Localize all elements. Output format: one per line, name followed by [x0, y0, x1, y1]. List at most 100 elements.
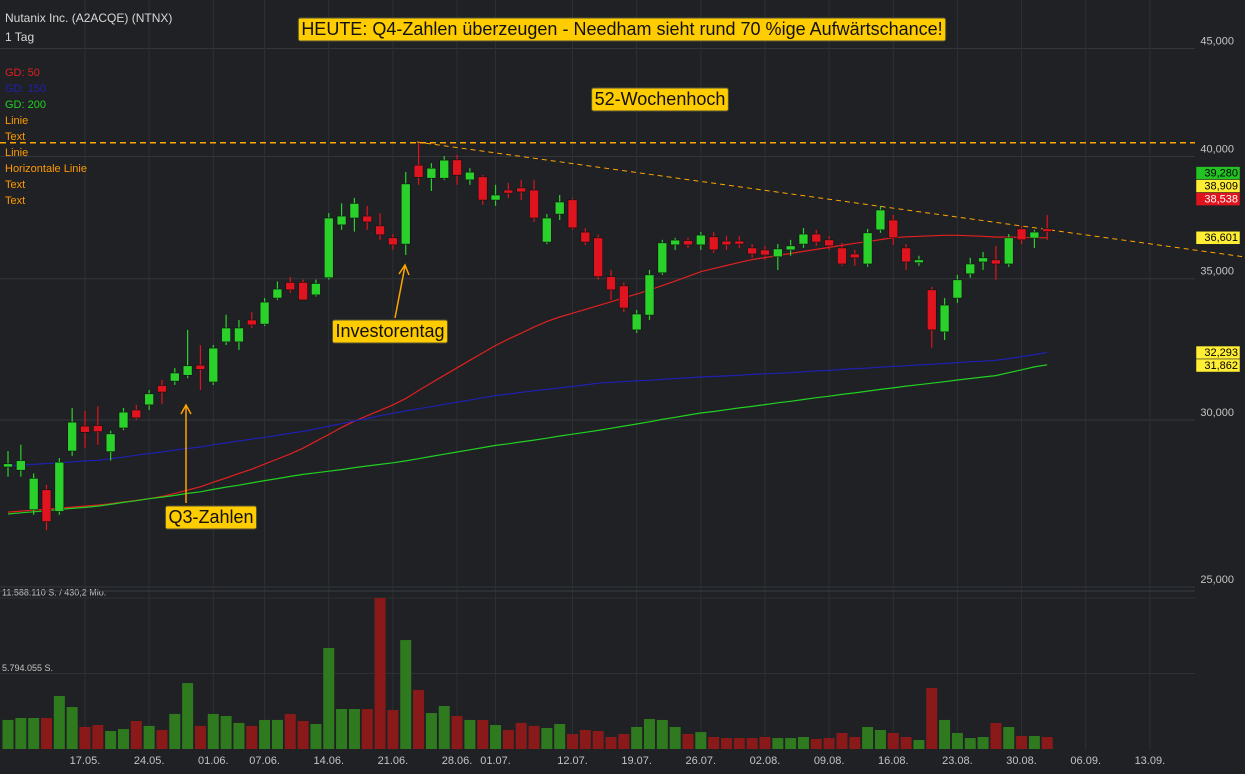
candle-body — [452, 159, 462, 176]
volume-bar — [977, 737, 989, 749]
volume-bar — [246, 725, 258, 749]
candle-body — [875, 209, 886, 231]
volume-bar — [567, 734, 579, 749]
candle-body — [1016, 228, 1027, 241]
candle-body — [939, 304, 950, 333]
moving-average-line — [7, 234, 1048, 513]
candle-body — [246, 319, 257, 326]
annotation-arrows — [180, 263, 410, 503]
volume-bar — [900, 737, 912, 749]
volume-bar — [656, 719, 668, 749]
candle-body — [349, 203, 360, 219]
candle-body — [195, 364, 206, 370]
x-tick-label: 17.05. — [70, 755, 101, 767]
volume-bar — [695, 732, 707, 749]
volume-bar — [105, 731, 117, 749]
candle-body — [747, 247, 757, 255]
x-tick-label: 06.09. — [1070, 755, 1101, 767]
volume-bar — [926, 688, 938, 749]
volume-bar — [374, 598, 386, 749]
volume-bar — [387, 710, 399, 749]
candle-body — [426, 167, 437, 179]
volume-bar — [28, 717, 40, 749]
annotation-box — [297, 17, 947, 42]
candle-body — [169, 372, 180, 382]
volume-bar — [810, 738, 822, 749]
volume-bar — [66, 707, 78, 749]
candle-body — [208, 347, 219, 383]
volume-bar — [669, 726, 681, 749]
candle-body — [849, 253, 860, 259]
volume-bar — [939, 719, 951, 749]
arrow-head — [398, 263, 410, 276]
candle-body — [490, 194, 501, 201]
arrow-head — [180, 403, 192, 415]
annotation-box — [164, 505, 258, 530]
volume-bar — [502, 729, 514, 749]
volume-bar — [271, 719, 283, 749]
x-tick-label: 28.06. — [442, 755, 473, 767]
candle-body — [811, 233, 822, 243]
x-tick-label: 14.06. — [313, 755, 344, 767]
trend-line — [416, 141, 1245, 258]
price-label: 32,293 — [1204, 347, 1238, 359]
x-tick-label: 13.09. — [1135, 755, 1166, 767]
y-tick-label: 45,000 — [1200, 35, 1234, 47]
price-label: 31,862 — [1204, 360, 1238, 372]
candle-body — [824, 239, 834, 247]
volume-bar — [1028, 735, 1040, 749]
candle-body — [644, 274, 655, 316]
x-tick-label: 21.06. — [378, 755, 409, 767]
candle-body — [593, 237, 603, 277]
volume-bar — [849, 737, 861, 749]
x-tick-label: 02.08. — [750, 755, 781, 767]
volume-bar — [169, 713, 181, 749]
volume-bar — [156, 729, 168, 749]
annotation: 52-Wochenhoch — [595, 89, 726, 109]
volume-bar — [53, 695, 65, 749]
candle-body — [696, 234, 706, 246]
y-tick-label: 35,000 — [1200, 266, 1234, 278]
candle-body — [670, 239, 680, 246]
volume-tick-label: 11.588.110 S. / 430,2 Mio. — [2, 587, 106, 597]
legend-tool: Text — [5, 131, 25, 143]
price-label: 38,538 — [1204, 193, 1238, 205]
volume-bar — [592, 731, 604, 749]
arrow — [394, 265, 406, 319]
y-tick-label: 40,000 — [1200, 143, 1234, 155]
volume-bar — [1003, 726, 1015, 749]
volume-bar — [79, 726, 91, 749]
volume-bar — [310, 723, 322, 749]
volume-bar — [836, 732, 848, 749]
volume-bar — [618, 734, 630, 749]
candle-body — [3, 463, 13, 468]
volume-bar — [92, 725, 104, 749]
volume-bar — [413, 689, 425, 749]
legend-entry: GD: 50 — [5, 67, 40, 79]
x-tick-label: 07.06. — [249, 755, 280, 767]
chart-subtitle: 1 Tag — [5, 30, 34, 44]
candle-body — [683, 240, 693, 246]
volume-bar — [631, 726, 643, 749]
candle-body — [619, 285, 629, 309]
candle-body — [952, 279, 963, 299]
x-tick-label: 23.08. — [942, 755, 973, 767]
volume-bar — [361, 708, 373, 749]
candle-body — [567, 199, 578, 229]
candle-body — [477, 176, 488, 201]
volume-bar — [785, 738, 797, 749]
annotation-box — [591, 87, 729, 112]
candle-body — [362, 215, 373, 223]
volume-bar — [400, 640, 412, 749]
volume-bar — [823, 738, 835, 749]
candle-body — [1029, 231, 1040, 239]
candle-body — [862, 232, 873, 265]
candle-body — [28, 478, 39, 511]
volume-bar — [143, 725, 155, 749]
legend-tool: Text — [5, 195, 25, 207]
volume-bar — [554, 723, 566, 749]
candle-body — [298, 282, 308, 301]
annotation: Q3-Zahlen — [168, 507, 253, 527]
candle-body — [388, 237, 398, 246]
